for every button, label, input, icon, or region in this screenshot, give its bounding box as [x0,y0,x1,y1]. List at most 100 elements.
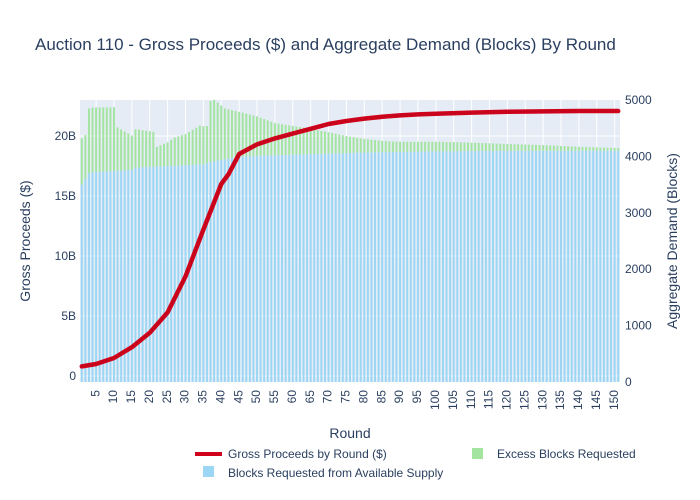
bar-excess [574,146,577,151]
bar-supply [560,150,562,382]
bar-supply [481,150,484,382]
bar-excess [531,144,534,151]
x-tick-label: 130 [535,390,549,410]
bar-excess [420,141,423,152]
bar-supply [127,170,130,382]
bar-supply [459,151,462,382]
bar-excess [602,147,605,151]
bar-supply [116,170,119,382]
bar-supply [238,156,241,382]
bar-supply [574,150,577,382]
bar-excess [409,141,412,152]
bar-excess [127,133,130,171]
line-series [79,108,621,369]
bar-excess [381,140,384,153]
bar-excess [534,144,537,151]
bar-supply [155,166,158,382]
y-tick-label: 0 [69,369,76,383]
y2-tick-label: 2000 [625,262,652,276]
bar-excess [306,128,309,155]
bar-excess [581,146,584,151]
bar-excess [567,146,570,151]
bar-excess [134,129,137,168]
bar-supply [585,150,588,382]
bar-supply [452,151,455,382]
bar-supply [438,151,441,382]
bar-supply [148,166,151,382]
bar-excess [374,140,377,153]
bar-supply [538,150,541,382]
bar-supply [98,171,101,382]
bar-supply [259,155,262,382]
bar-supply [420,151,423,382]
bar-supply [145,167,148,382]
bar-excess [402,141,405,152]
bar-excess [463,142,466,152]
bar-excess [80,138,83,185]
bar-excess [316,130,319,154]
bar-supply [545,150,548,382]
bar-supply [231,158,233,382]
bar-excess [331,132,334,154]
bar-supply [495,150,498,382]
bar-excess [556,145,559,151]
bar-excess [202,126,205,165]
bar-excess [327,132,330,154]
bar-excess [441,141,444,152]
x-tick-label: 125 [517,390,531,410]
bar-supply [599,150,602,382]
bar-supply [352,152,355,382]
bar-excess [195,127,198,165]
bar-excess [98,107,101,172]
bar-excess [209,101,212,163]
bar-supply [531,150,534,382]
proceeds-line-markers [81,110,619,367]
y-tick-label: 5B [61,309,76,323]
bar-excess [95,107,98,173]
bar-excess [216,102,219,161]
bar-supply [234,157,237,382]
bar-supply [138,167,140,382]
bar-supply [298,154,301,382]
x-tick-label: 25 [160,390,174,404]
bar-excess [488,143,491,151]
bar-excess [413,141,416,152]
bar-excess [481,143,484,151]
bar-supply [416,151,419,382]
bar-excess [399,141,402,152]
bar-supply [323,153,326,382]
bar-excess [527,144,530,151]
bar-supply [427,151,430,382]
bar-excess [577,146,580,151]
bar-supply [120,170,123,382]
bar-supply [349,152,351,382]
x-tick-label: 45 [231,390,245,404]
bar-supply [338,153,341,382]
bar-supply [474,151,477,382]
bar-supply [424,151,427,382]
bar-supply [492,150,495,382]
bar-supply [524,150,527,382]
bar-excess [334,133,337,154]
x-axis-title: Round [329,425,370,441]
bar-supply [434,151,437,382]
bar-excess [238,111,241,157]
bar-excess [610,147,613,151]
x-tick-label: 80 [356,390,370,404]
bar-excess [613,147,616,151]
bar-supply [513,150,516,382]
bar-supply [198,164,201,382]
bar-excess [416,141,419,152]
x-tick-label: 145 [589,390,603,410]
bar-excess [370,139,373,153]
bar-supply [245,156,248,382]
bar-supply [606,150,609,382]
bar-supply [592,150,595,382]
bar-excess [159,145,162,167]
bar-supply [91,172,94,382]
y2-tick-label: 4000 [625,149,652,163]
bar-supply [445,151,448,382]
bar-supply [595,150,598,382]
bar-excess [538,145,541,151]
bar-excess [309,128,312,155]
